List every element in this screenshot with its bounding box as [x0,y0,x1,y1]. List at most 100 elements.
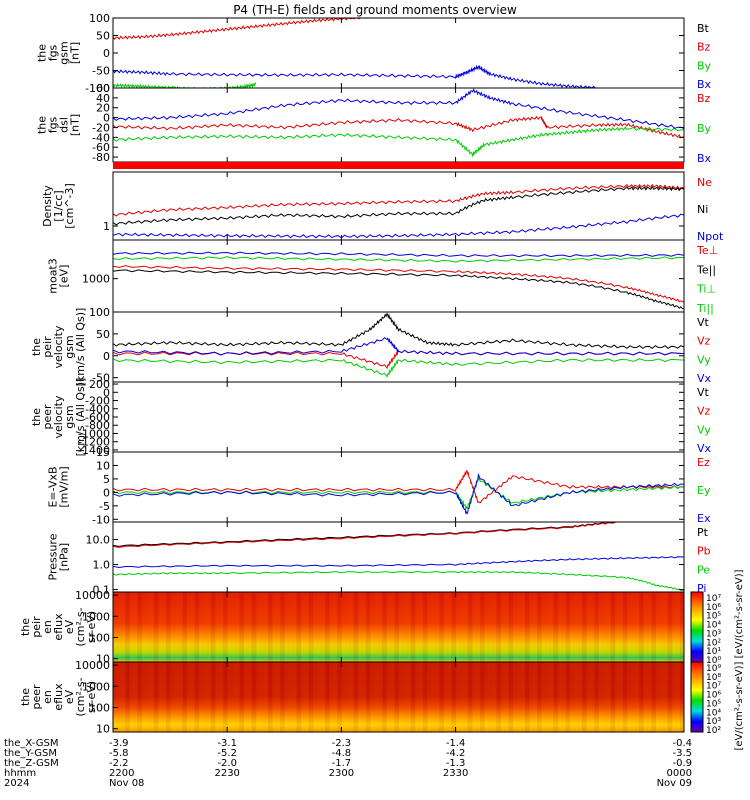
y-tick-label: 0 [103,486,110,499]
y-tick-label: 1000 [82,680,110,693]
legend-Pi: Pi [697,582,706,595]
y-tick-label: -80 [92,151,110,164]
heatmap-streak [378,592,383,662]
x-tick-label: -1.7 [332,758,352,769]
colorbar-tick-label: 10¹ [706,647,721,657]
heatmap-streak [166,592,171,662]
heatmap-streak [463,592,469,662]
heatmap-streak [369,592,375,662]
heatmap-streak [227,592,232,662]
heatmap-streak [675,662,681,732]
heatmap-streak [214,662,220,732]
heatmap-streak [292,592,298,662]
y-tick-label: -800 [85,419,110,432]
heatmap-streak [353,662,359,732]
heatmap-streak [573,592,579,662]
heatmap-streak [557,662,563,732]
y-axis-label: moat3[eV] [47,258,71,294]
y-axis-label-line: en [41,620,54,634]
heatmap-streak [276,592,281,662]
heatmap-streak [626,662,632,732]
y-axis-label-line: the [30,338,43,356]
legend-Ex: Ex [697,512,711,525]
legend-Vt: Vt [697,316,710,329]
x-row-label: 2024 [4,778,29,789]
heatmap-streak [586,662,591,732]
heatmap-streak [186,592,191,662]
y-axis-label-line: eV [63,689,76,704]
heatmap-streak [467,662,473,732]
heatmap-streak [247,592,253,662]
heatmap-streak [390,592,395,662]
y-tick-label: 100 [89,306,110,319]
legend-Vy: Vy [697,353,711,366]
heatmap-streak [113,592,118,662]
series-density-Ne [112,183,685,217]
heatmap-streak [496,592,501,662]
heatmap-streak [533,592,538,662]
panel-density: 1 Density[1/cc][cm^-3] Ne Ni Npot [41,171,724,243]
heatmap-streak [157,662,163,732]
y-tick-label: -50 [92,372,110,385]
heatmap-streak [549,662,554,732]
y-tick-label: 100 [89,702,110,715]
heatmap-streak [594,662,599,732]
heatmap-streak [651,662,656,732]
heatmap-streak [341,592,346,662]
series-temperature-Ti⊥ [112,256,685,263]
x-tick-label: -2.0 [217,758,237,769]
legend-Bx: Bx [697,152,712,165]
y-tick-label: 1.0 [93,559,111,572]
y-axis-label-line: the [36,44,49,62]
heatmap-streak [569,592,575,662]
heatmap-streak [606,662,612,732]
y-tick-label: 40 [96,92,110,105]
heatmap-streak [610,662,616,732]
x-tick-label: -2.2 [109,758,129,769]
y-tick-label: 100 [89,632,110,645]
panel-peer_velocity: 2000-200-400-600-800-1000-1200-1400thepe… [30,378,712,457]
colorbar-tick-label: 10² [706,726,721,736]
y-axis-label: thefgsdsl[nT] [36,114,82,136]
heatmap-streak [516,662,522,732]
heatmap-streak [267,592,273,662]
y-tick-label: 0 [103,386,110,399]
heatmap-streak [484,662,489,732]
heatmap-streak [333,662,338,732]
heatmap-streak [577,662,583,732]
heatmap-streak [321,592,326,662]
x-tick-label: -1.3 [446,758,466,769]
y-tick-label: 100 [89,12,110,25]
heatmap-streak [435,592,440,662]
y-axis-label-line: gsm [63,335,76,358]
heatmap-streak [145,592,151,662]
heatmap-streak [198,662,204,732]
heatmap-streak [414,662,420,732]
panel-peir_velocity: 100 50 0 -50 thepeirvelocitygsm[km/s (All Qs… [30,306,712,386]
colorbar-tick-label: 10⁴ [706,621,721,631]
y-axis-label-line: sr-eV) [85,681,98,713]
x-tick-label: 0000 [667,768,692,779]
heatmap-streak [329,662,334,732]
y-axis-label-line: moat3 [47,258,60,294]
heatmap-streak [431,592,436,662]
y-tick-label: 200 [89,378,110,391]
heatmap-streak [541,592,546,662]
x-tick-label: Nov 09 [657,778,692,789]
heatmap-streak [500,662,506,732]
heatmap-streak [133,662,138,732]
heatmap-streak [635,592,640,662]
colorbar-tick-label: 10⁹ [706,664,721,674]
legend-Vz: Vz [697,405,711,418]
heatmap-streak [272,592,277,662]
series-temperature-Te⊥ [112,265,685,303]
heatmap-streak [671,592,677,662]
heatmap-streak [418,662,424,732]
y-tick-label: -10 [92,513,110,526]
y-axis-label-line: [mV/m] [58,466,71,507]
y-axis-label-line: the [36,116,49,134]
heatmap-streak [157,592,163,662]
y-axis-label-line: peir [30,616,43,638]
